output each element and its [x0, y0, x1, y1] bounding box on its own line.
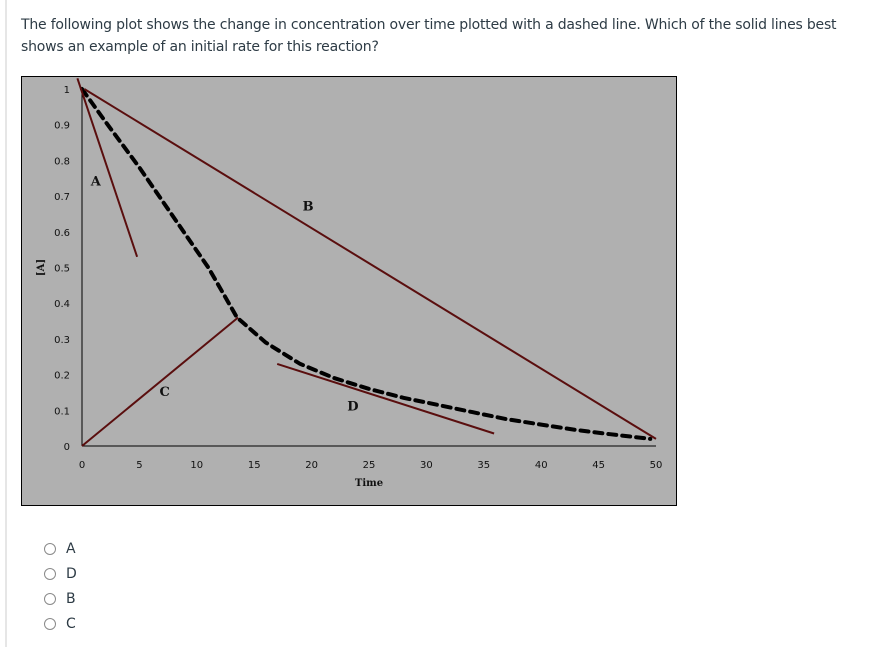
option-label: A	[66, 540, 76, 557]
x-tick-label: 40	[535, 460, 548, 471]
x-tick-label: 35	[477, 460, 490, 471]
option-c[interactable]: C	[44, 611, 77, 636]
y-tick-label: 0.1	[54, 406, 70, 417]
page-left-border	[5, 0, 7, 647]
option-label: B	[66, 590, 76, 607]
x-tick-label: 50	[650, 460, 663, 471]
y-tick-label: 0.6	[54, 228, 70, 239]
x-tick-label: 45	[592, 460, 605, 471]
y-tick-label: 1	[64, 85, 70, 96]
x-axis-title: Time	[355, 478, 383, 489]
radio-icon[interactable]	[44, 592, 56, 605]
x-tick-label: 30	[420, 460, 433, 471]
x-tick-label: 10	[190, 460, 203, 471]
label-b: B	[303, 199, 314, 214]
y-tick-label: 0.8	[54, 156, 70, 167]
option-label: C	[66, 615, 76, 632]
y-tick-label: 0.4	[54, 299, 70, 310]
x-tick-label: 15	[248, 460, 261, 471]
chart-canvas: 00.10.20.30.40.50.60.70.80.910 5 10 15 20 25 3…	[36, 77, 663, 489]
line-d	[276, 362, 495, 435]
radio-icon[interactable]	[44, 617, 56, 630]
option-label: D	[66, 565, 77, 582]
y-tick-label: 0.5	[54, 264, 70, 275]
x-tick-label: 25	[363, 460, 376, 471]
question-text: The following plot shows the change in c…	[21, 17, 837, 55]
y-tick-label: 0.3	[54, 335, 70, 346]
x-tick-label: 0	[79, 460, 85, 471]
option-d[interactable]: D	[44, 561, 77, 586]
label-a: A	[90, 174, 102, 189]
line-c	[81, 316, 239, 447]
x-tick-label: 5	[136, 460, 142, 471]
radio-icon[interactable]	[44, 567, 56, 580]
option-a[interactable]: A	[44, 536, 77, 561]
y-tick-label: 0.2	[54, 371, 70, 382]
option-b[interactable]: B	[44, 586, 77, 611]
line-b	[83, 88, 657, 440]
label-c: C	[159, 385, 169, 400]
radio-icon[interactable]	[44, 542, 56, 555]
x-tick-label: 20	[305, 460, 318, 471]
y-axis-title: [A]	[36, 259, 47, 276]
y-tick-label: 0	[64, 442, 70, 453]
y-tick-label: 0.7	[54, 192, 70, 203]
line-a	[76, 77, 139, 258]
y-tick-label: 0.9	[54, 121, 70, 132]
answer-options: A D B C	[44, 536, 77, 636]
concentration-curve	[80, 87, 653, 441]
label-d: D	[347, 399, 358, 414]
concentration-time-chart: 0 0.1 0.2 0.3 0.4 0.5 0.6 0.7 0.8 0.9 1 0 5 10 15 20 25 3…	[21, 76, 677, 506]
